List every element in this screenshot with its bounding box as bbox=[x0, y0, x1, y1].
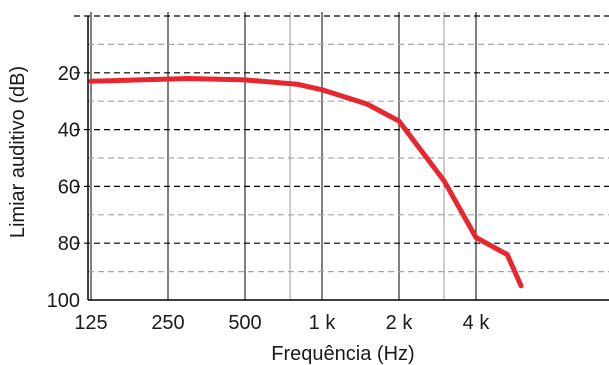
x-tick-labels: 125 250 500 1 k 2 k 4 k bbox=[74, 312, 490, 334]
y-axis-title: Limiar auditivo (dB) bbox=[7, 66, 29, 238]
y-tick-labels: 20 40 60 80 100 bbox=[47, 63, 80, 312]
x-tick-label: 250 bbox=[151, 312, 184, 334]
grid bbox=[74, 12, 609, 300]
y-tick-label: 20 bbox=[58, 63, 80, 85]
y-tick-label: 80 bbox=[58, 233, 80, 255]
x-tick-label: 125 bbox=[74, 312, 107, 334]
x-tick-label: 1 k bbox=[309, 312, 337, 334]
x-tick-label: 2 k bbox=[386, 312, 414, 334]
y-tick-label: 100 bbox=[47, 290, 80, 312]
x-tick-label: 500 bbox=[228, 312, 261, 334]
x-tick-label: 4 k bbox=[463, 312, 491, 334]
y-tick-label: 60 bbox=[58, 176, 80, 198]
y-tick-label: 40 bbox=[58, 120, 80, 142]
series-layer bbox=[88, 76, 524, 289]
axes bbox=[87, 16, 609, 301]
x-axis-title: Frequência (Hz) bbox=[271, 343, 414, 365]
series-line-0 bbox=[88, 76, 524, 289]
